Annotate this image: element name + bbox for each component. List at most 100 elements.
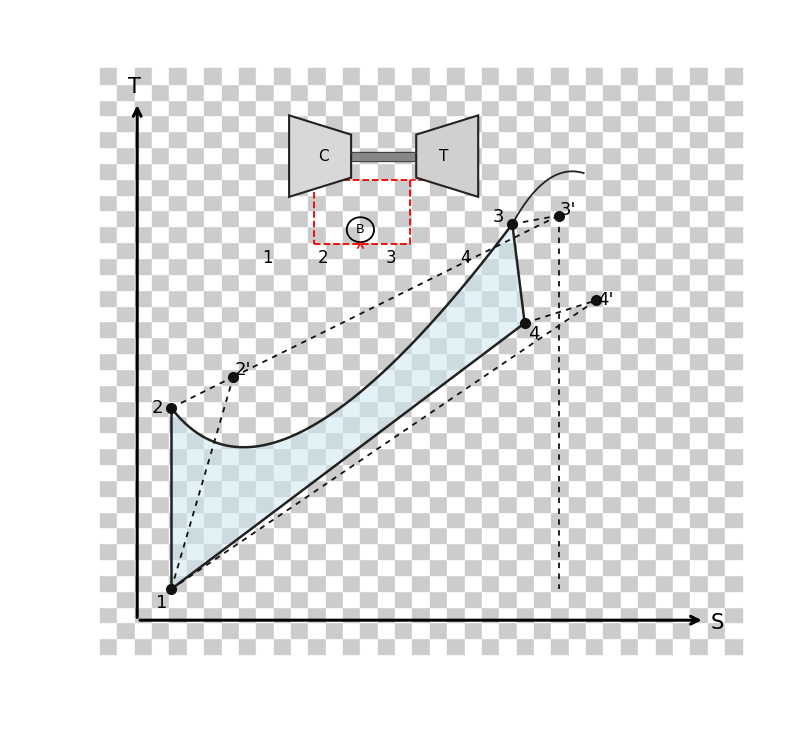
Bar [274, 258, 291, 274]
Bar [569, 480, 586, 495]
Bar [603, 132, 621, 147]
Bar [690, 147, 708, 163]
Bar [395, 115, 413, 132]
Bar [655, 638, 673, 654]
Bar [621, 401, 638, 417]
Bar [187, 401, 204, 417]
Bar [655, 147, 673, 163]
Bar [430, 591, 447, 606]
Bar [673, 321, 690, 337]
Bar [430, 638, 447, 654]
Bar [204, 84, 222, 99]
Bar [499, 226, 517, 242]
Bar [326, 401, 343, 417]
Bar [326, 258, 343, 274]
Bar [100, 290, 118, 306]
Bar [170, 480, 187, 495]
Bar [673, 290, 690, 306]
Bar [603, 512, 621, 528]
Bar [482, 179, 499, 195]
Bar [274, 512, 291, 528]
Bar [465, 401, 482, 417]
Bar [118, 638, 134, 654]
Bar [187, 179, 204, 195]
Bar [499, 132, 517, 147]
Bar [187, 99, 204, 115]
Bar [465, 226, 482, 242]
Bar [395, 480, 413, 495]
Bar [638, 210, 655, 226]
Bar [603, 369, 621, 384]
Bar [603, 401, 621, 417]
Bar [204, 242, 222, 258]
Bar [586, 559, 603, 575]
Bar [170, 242, 187, 258]
Bar [708, 353, 725, 369]
Bar [378, 591, 395, 606]
Bar [725, 337, 742, 353]
Bar [690, 369, 708, 384]
Bar [465, 606, 482, 623]
Bar [638, 417, 655, 432]
Bar [291, 543, 308, 559]
Bar [725, 495, 742, 512]
Bar [118, 606, 134, 623]
Bar [430, 258, 447, 274]
Bar [673, 99, 690, 115]
Bar [118, 226, 134, 242]
Bar [447, 242, 465, 258]
Bar [465, 163, 482, 179]
Bar [291, 290, 308, 306]
Bar [673, 591, 690, 606]
Bar [134, 337, 152, 353]
Bar [187, 68, 204, 84]
Bar [170, 210, 187, 226]
Bar [673, 147, 690, 163]
Bar [673, 417, 690, 432]
Bar [291, 369, 308, 384]
Bar [360, 99, 378, 115]
Bar [551, 480, 569, 495]
Bar [499, 495, 517, 512]
Bar [187, 464, 204, 480]
Bar [308, 559, 326, 575]
Bar [152, 115, 170, 132]
Bar [725, 84, 742, 99]
Bar [343, 132, 361, 147]
Bar [708, 337, 725, 353]
Bar [725, 210, 742, 226]
Bar [655, 290, 673, 306]
Bar [725, 290, 742, 306]
Bar [222, 84, 239, 99]
Bar [395, 495, 413, 512]
Bar [603, 274, 621, 290]
Bar [256, 163, 274, 179]
Bar [291, 512, 308, 528]
Bar [308, 401, 326, 417]
Bar [134, 242, 152, 258]
Bar [517, 638, 534, 654]
Bar [170, 623, 187, 638]
Bar [603, 464, 621, 480]
Bar [152, 99, 170, 115]
Bar [655, 384, 673, 401]
Bar [655, 258, 673, 274]
Bar [360, 210, 378, 226]
Bar [499, 337, 517, 353]
Bar [326, 575, 343, 591]
Bar [256, 353, 274, 369]
Bar [655, 543, 673, 559]
Bar [291, 226, 308, 242]
Bar [569, 242, 586, 258]
Bar [360, 68, 378, 84]
Bar [534, 464, 551, 480]
Bar [517, 543, 534, 559]
Bar [517, 99, 534, 115]
Bar [222, 132, 239, 147]
Bar [239, 480, 256, 495]
Bar [222, 464, 239, 480]
Bar [187, 163, 204, 179]
Bar [430, 147, 447, 163]
Bar [499, 290, 517, 306]
Bar [134, 432, 152, 448]
